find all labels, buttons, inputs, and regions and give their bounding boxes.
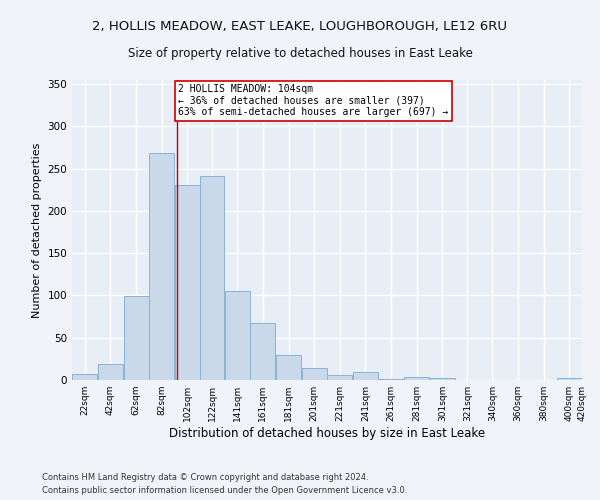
Bar [250, 324, 275, 380]
Bar [430, 378, 455, 380]
Text: Size of property relative to detached houses in East Leake: Size of property relative to detached ho… [128, 48, 472, 60]
Bar [379, 379, 404, 380]
Text: Contains public sector information licensed under the Open Government Licence v3: Contains public sector information licen… [42, 486, 407, 495]
Bar [328, 375, 352, 380]
Bar [73, 374, 97, 380]
Text: 2, HOLLIS MEADOW, EAST LEAKE, LOUGHBOROUGH, LE12 6RU: 2, HOLLIS MEADOW, EAST LEAKE, LOUGHBOROU… [92, 20, 508, 33]
Bar [557, 378, 581, 380]
Y-axis label: Number of detached properties: Number of detached properties [32, 142, 42, 318]
Bar [124, 296, 149, 380]
Bar [276, 354, 301, 380]
Bar [353, 372, 378, 380]
Bar [149, 152, 174, 380]
Text: Contains HM Land Registry data © Crown copyright and database right 2024.: Contains HM Land Registry data © Crown c… [42, 474, 368, 482]
Bar [404, 378, 429, 380]
Bar [200, 176, 224, 380]
Text: 2 HOLLIS MEADOW: 104sqm
← 36% of detached houses are smaller (397)
63% of semi-d: 2 HOLLIS MEADOW: 104sqm ← 36% of detache… [178, 84, 449, 117]
Bar [98, 364, 123, 380]
Bar [225, 292, 250, 380]
Bar [302, 368, 326, 380]
Bar [175, 185, 200, 380]
X-axis label: Distribution of detached houses by size in East Leake: Distribution of detached houses by size … [169, 427, 485, 440]
